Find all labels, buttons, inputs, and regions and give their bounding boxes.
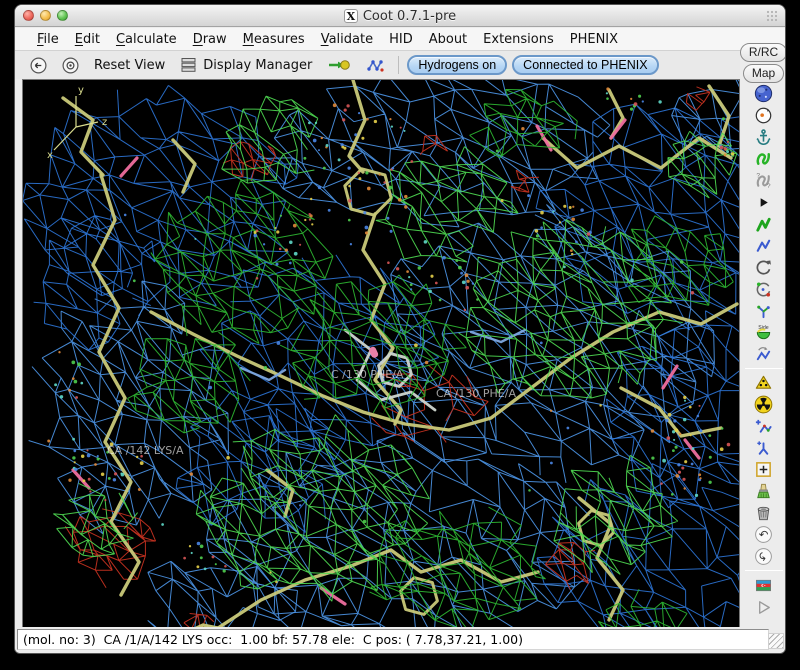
menu-phenix[interactable]: PHENIX (569, 31, 619, 47)
rigid-body-fit-icon[interactable] (752, 193, 776, 213)
drag-handle-dots-icon[interactable] (766, 10, 779, 22)
menu-measures[interactable]: Measures (242, 31, 305, 47)
atom-label: C /130 PHE/A (331, 368, 404, 381)
zoom-button[interactable] (57, 10, 68, 21)
delete-item-icon[interactable] (752, 503, 776, 523)
display-manager-label: Display Manager (203, 57, 313, 73)
regularize-zone-icon[interactable]: ?? (752, 171, 776, 191)
place-atom-icon[interactable] (752, 460, 776, 480)
x11-logo-icon: X (343, 9, 358, 23)
torsion-general-icon[interactable] (752, 301, 776, 321)
axis-label-z: z (102, 117, 107, 128)
rotate-translate-icon[interactable] (752, 258, 776, 278)
menu-file[interactable]: File (37, 31, 59, 47)
previous-view-button[interactable] (25, 55, 52, 76)
molecular-viewport[interactable]: x y z CA /142 LYS/A C /130 PHE/A CA /130 PHE/… (23, 80, 739, 628)
toolbar-separator (398, 56, 400, 74)
reset-view-button[interactable]: Reset View (89, 56, 170, 75)
minimize-button[interactable] (40, 10, 51, 21)
svg-text:Side: Side (758, 325, 769, 331)
close-button[interactable] (23, 10, 34, 21)
menu-edit[interactable]: Edit (74, 31, 100, 47)
menu-hid[interactable]: HID (389, 31, 413, 47)
menu-validate[interactable]: Validate (320, 31, 374, 47)
separator-1 (744, 368, 783, 370)
recentre-view-icon (62, 56, 79, 74)
title-wrap: X Coot 0.7.1-pre (15, 5, 785, 27)
undo-icon[interactable]: ↶ (752, 525, 776, 545)
play-icon[interactable] (752, 597, 776, 617)
rrc-button[interactable]: R/RC (739, 43, 785, 62)
goto-atom-button[interactable] (361, 55, 390, 76)
real-space-refine-icon[interactable] (752, 149, 776, 169)
map-button[interactable]: Map (742, 64, 785, 83)
atom-label: CA /142 LYS/A (107, 444, 184, 457)
toolbar: Reset View Display Manager (15, 50, 740, 79)
auto-fit-rotamer-icon[interactable] (752, 214, 776, 234)
menu-draw[interactable]: Draw (192, 31, 227, 47)
goto-ligand-button[interactable] (322, 55, 356, 75)
radiation-icon[interactable] (752, 395, 776, 415)
redo-icon[interactable]: ↶ (752, 547, 776, 567)
clear-brush-icon[interactable] (752, 482, 776, 502)
add-terminal-residue-icon[interactable] (752, 417, 776, 437)
axis-label-y: y (78, 85, 84, 96)
flag-icon[interactable] (752, 575, 776, 595)
hydrogens-toggle-button[interactable]: Hydrogens on (407, 55, 508, 75)
anchor-icon[interactable] (752, 127, 776, 147)
separator-2 (744, 570, 783, 572)
coot-window: X Coot 0.7.1-pre File Edit Calculate Draw Me… (14, 4, 786, 654)
sphere-view-icon[interactable] (752, 84, 776, 104)
reset-view-label: Reset View (94, 57, 166, 73)
window-title: Coot 0.7.1-pre (362, 8, 457, 24)
flip-sidechain-icon[interactable]: Side (752, 323, 776, 343)
rotamers-icon[interactable] (752, 236, 776, 256)
display-manager-button[interactable]: Display Manager (175, 55, 317, 75)
status-text: (mol. no: 3) CA /1/A/142 LYS occ: 1.00 b… (17, 629, 769, 650)
atom-label: CA /130 PHE/A (436, 387, 516, 400)
titlebar[interactable]: X Coot 0.7.1-pre (15, 5, 785, 27)
right-toolbar: R/RC Map ?? Side ↶ ↶ (739, 41, 785, 627)
svg-text:↶: ↶ (758, 551, 771, 562)
svg-text:?: ? (756, 173, 760, 180)
statusbar: (mol. no: 3) CA /1/A/142 LYS occ: 1.00 b… (15, 627, 785, 653)
resize-grip[interactable] (768, 633, 784, 649)
goto-atom-icon (367, 59, 384, 72)
menu-calculate[interactable]: Calculate (115, 31, 177, 47)
add-alt-conf-icon[interactable] (752, 438, 776, 458)
recentre-view-button[interactable] (57, 55, 84, 76)
axis-label-x: x (47, 150, 53, 161)
menubar: File Edit Calculate Draw Measures Validate HID… (15, 28, 785, 50)
jiggle-fit-icon[interactable] (752, 344, 776, 364)
svg-text:?: ? (767, 183, 771, 190)
previous-view-icon (30, 56, 47, 74)
menu-extensions[interactable]: Extensions (483, 31, 554, 47)
display-manager-icon (181, 58, 196, 72)
phenix-connection-button[interactable]: Connected to PHENIX (512, 55, 659, 75)
menu-about[interactable]: About (428, 31, 468, 47)
recentre-view-icon[interactable] (752, 106, 776, 126)
svg-text:↶: ↶ (759, 530, 769, 542)
warning-triangle-icon[interactable] (752, 373, 776, 393)
edit-chi-angles-icon[interactable] (752, 279, 776, 299)
goto-ligand-icon (329, 60, 351, 70)
